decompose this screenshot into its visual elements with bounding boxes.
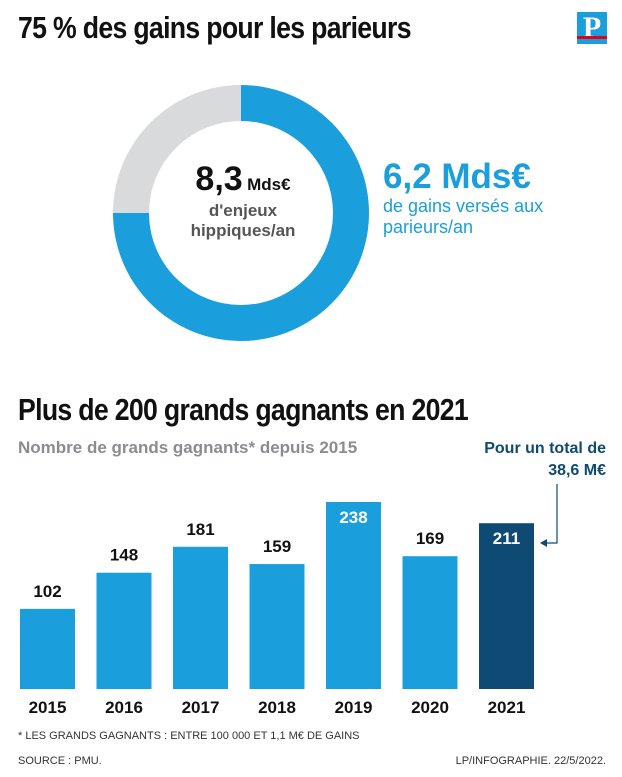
bar-2021: [479, 523, 534, 689]
share-callout: 6,2 Mds€ de gains versés aux parieurs/an: [383, 158, 553, 238]
bar-2019: [326, 502, 381, 689]
value-label-2020: 169: [416, 529, 444, 548]
chart-subtitle: Nombre de grands gagnants* depuis 2015: [18, 438, 358, 457]
share-label: de gains versés aux parieurs/an: [383, 196, 544, 237]
bar-2015: [20, 608, 75, 689]
bar-2018: [249, 564, 305, 689]
value-label-2018: 159: [263, 537, 291, 556]
value-label-2021: 211: [493, 529, 520, 548]
year-label-2017: 2017: [182, 698, 220, 717]
total-value: 8,3: [195, 160, 243, 198]
donut-segment-rest: [113, 85, 241, 213]
year-label-2019: 2019: [335, 698, 373, 717]
value-label-2016: 148: [110, 546, 138, 565]
bar-2020: [402, 556, 458, 689]
source: SOURCE : PMU.: [18, 755, 102, 767]
year-label-2016: 2016: [105, 698, 143, 717]
share-value: 6,2 Mds€: [383, 157, 531, 196]
footnote: * LES GRANDS GAGNANTS : ENTRE 100 000 ET…: [18, 730, 360, 742]
title-gagnants: Plus de 200 grands gagnants en 2021: [18, 392, 469, 427]
year-label-2021: 2021: [488, 698, 526, 717]
value-label-2019: 238: [339, 508, 367, 527]
annotation-arrowhead: [540, 539, 547, 547]
year-label-2020: 2020: [411, 698, 449, 717]
value-label-2017: 181: [186, 520, 214, 539]
total-unit: Mds€: [247, 175, 291, 194]
year-label-2015: 2015: [29, 698, 67, 717]
le-parisien-logo: P: [577, 12, 607, 44]
donut-center-label: 8,3 Mds€ d'enjeux hippiques/an: [163, 160, 323, 241]
bar-2016: [96, 572, 152, 689]
value-label-2015: 102: [33, 582, 61, 601]
bar-2017: [173, 546, 228, 689]
credit: LP/INFOGRAPHIE. 22/5/2022.: [455, 755, 606, 767]
annotation-leader-line: [541, 484, 558, 544]
total-label: d'enjeux hippiques/an: [190, 201, 296, 240]
title-gains: 75 % des gains pour les parieurs: [18, 10, 412, 45]
year-label-2018: 2018: [258, 698, 296, 717]
total-annotation: Pour un total de 38,6 M€: [484, 440, 606, 479]
